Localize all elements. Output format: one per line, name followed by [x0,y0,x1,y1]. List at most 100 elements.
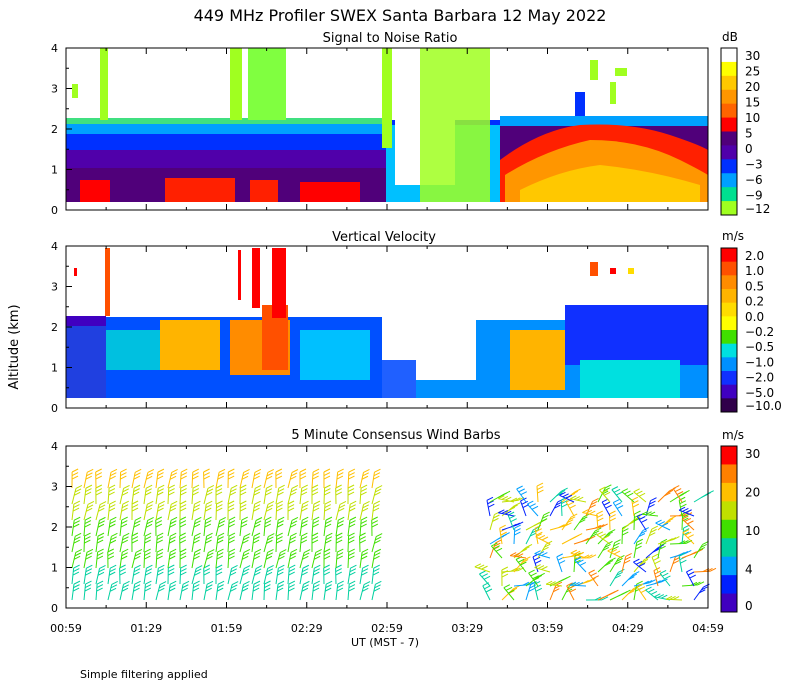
y-tick-label: 0 [51,402,58,415]
barb-feather [569,504,576,509]
wind-y-axis: 0 1 2 3 4 [51,440,72,615]
barb-shaft [299,584,304,601]
barb-shaft [83,584,86,601]
barb-shaft [275,535,278,553]
snr-spike [610,82,616,104]
barb-shaft [311,520,314,537]
barb-feather [193,555,200,560]
barb-shaft [251,504,256,521]
barb-feather [535,528,542,533]
barb-feather [73,516,81,521]
barb-feather [336,536,343,540]
barb-feather [533,581,541,585]
barb-shaft [585,530,596,545]
barb-feather [253,536,260,541]
barb-feather [203,472,210,476]
barb-feather [534,584,542,589]
barb-feather [146,504,153,509]
barb-feather [301,488,308,493]
barb-feather [645,586,652,591]
barb-shaft [596,534,611,545]
barb-shaft [155,488,159,505]
barb-feather [111,532,118,537]
barb-feather [645,511,652,516]
barb-feather [337,507,345,512]
y-tick-label: 2 [51,123,58,136]
barb-feather [290,532,297,537]
barb-shaft [191,488,194,505]
barb-feather [371,523,379,528]
barb-feather [337,523,344,528]
colorbar-label: 10 [745,524,760,538]
barb-feather [312,472,320,476]
barb-feather [348,536,355,540]
barb-feather [86,548,94,553]
wind-x-axis: 00:59 01:29 01:59 02:29 02:59 03:29 03:59 04:29… [50,446,724,635]
barb-feather [337,520,344,525]
barb-feather [254,552,261,557]
barb-shaft [536,486,539,503]
barb-feather [628,576,635,581]
barb-feather [360,555,368,560]
barb-shaft [71,488,77,505]
barb-feather [180,568,187,572]
barb-feather [299,468,307,473]
barb-feather [374,584,381,589]
barb-feather [633,571,640,576]
barb-shaft [685,571,695,587]
barb-feather [495,539,502,544]
barb-feather [541,536,549,541]
colorbar-label: −3 [745,158,763,172]
barb-feather [588,569,595,574]
barb-feather [590,501,598,506]
barb-feather [182,580,190,585]
barb-feather [241,520,248,525]
barb-feather [227,504,235,508]
barb-feather [254,568,262,573]
barb-feather [265,516,272,521]
barb-feather [96,555,104,560]
barb-feather [73,539,80,544]
y-tick-label: 4 [51,240,58,253]
barb-shaft [119,504,124,521]
barb-feather [609,510,616,515]
barb-feather [289,555,296,560]
barb-feather [290,472,298,477]
barb-feather [558,560,566,564]
barb-feather [107,555,115,560]
barb-feather [541,552,548,557]
barb-feather [207,485,215,489]
barb-shaft [143,551,146,569]
barb-feather [205,504,212,509]
barb-feather [360,491,367,496]
barb-feather [254,548,262,553]
barb-feather [230,488,237,493]
barb-feather [241,475,249,480]
barb-feather [374,539,381,544]
barb-feather [277,571,284,576]
barb-shaft [131,472,136,489]
barb-feather [73,584,80,589]
barb-shaft [299,568,304,585]
barb-feather [501,495,509,500]
barb-feather [288,568,296,573]
colorbar-swatch [721,261,737,276]
barb-feather [689,574,696,579]
barb-feather [195,565,203,569]
barb-shaft [167,536,171,553]
barb-shaft [503,587,515,601]
barb-feather [536,486,544,490]
barb-shaft [633,584,638,601]
barb-shaft [323,520,327,537]
barb-feather [508,590,515,595]
barb-feather [228,472,235,476]
barb-feather [348,548,355,553]
barb-feather [623,559,631,564]
barb-feather [133,488,140,493]
barb-shaft [143,536,146,553]
barb-feather [86,468,94,473]
barb-feather [654,593,661,598]
barb-feather [474,563,482,568]
barb-feather [144,491,152,496]
barb-feather [122,532,130,537]
